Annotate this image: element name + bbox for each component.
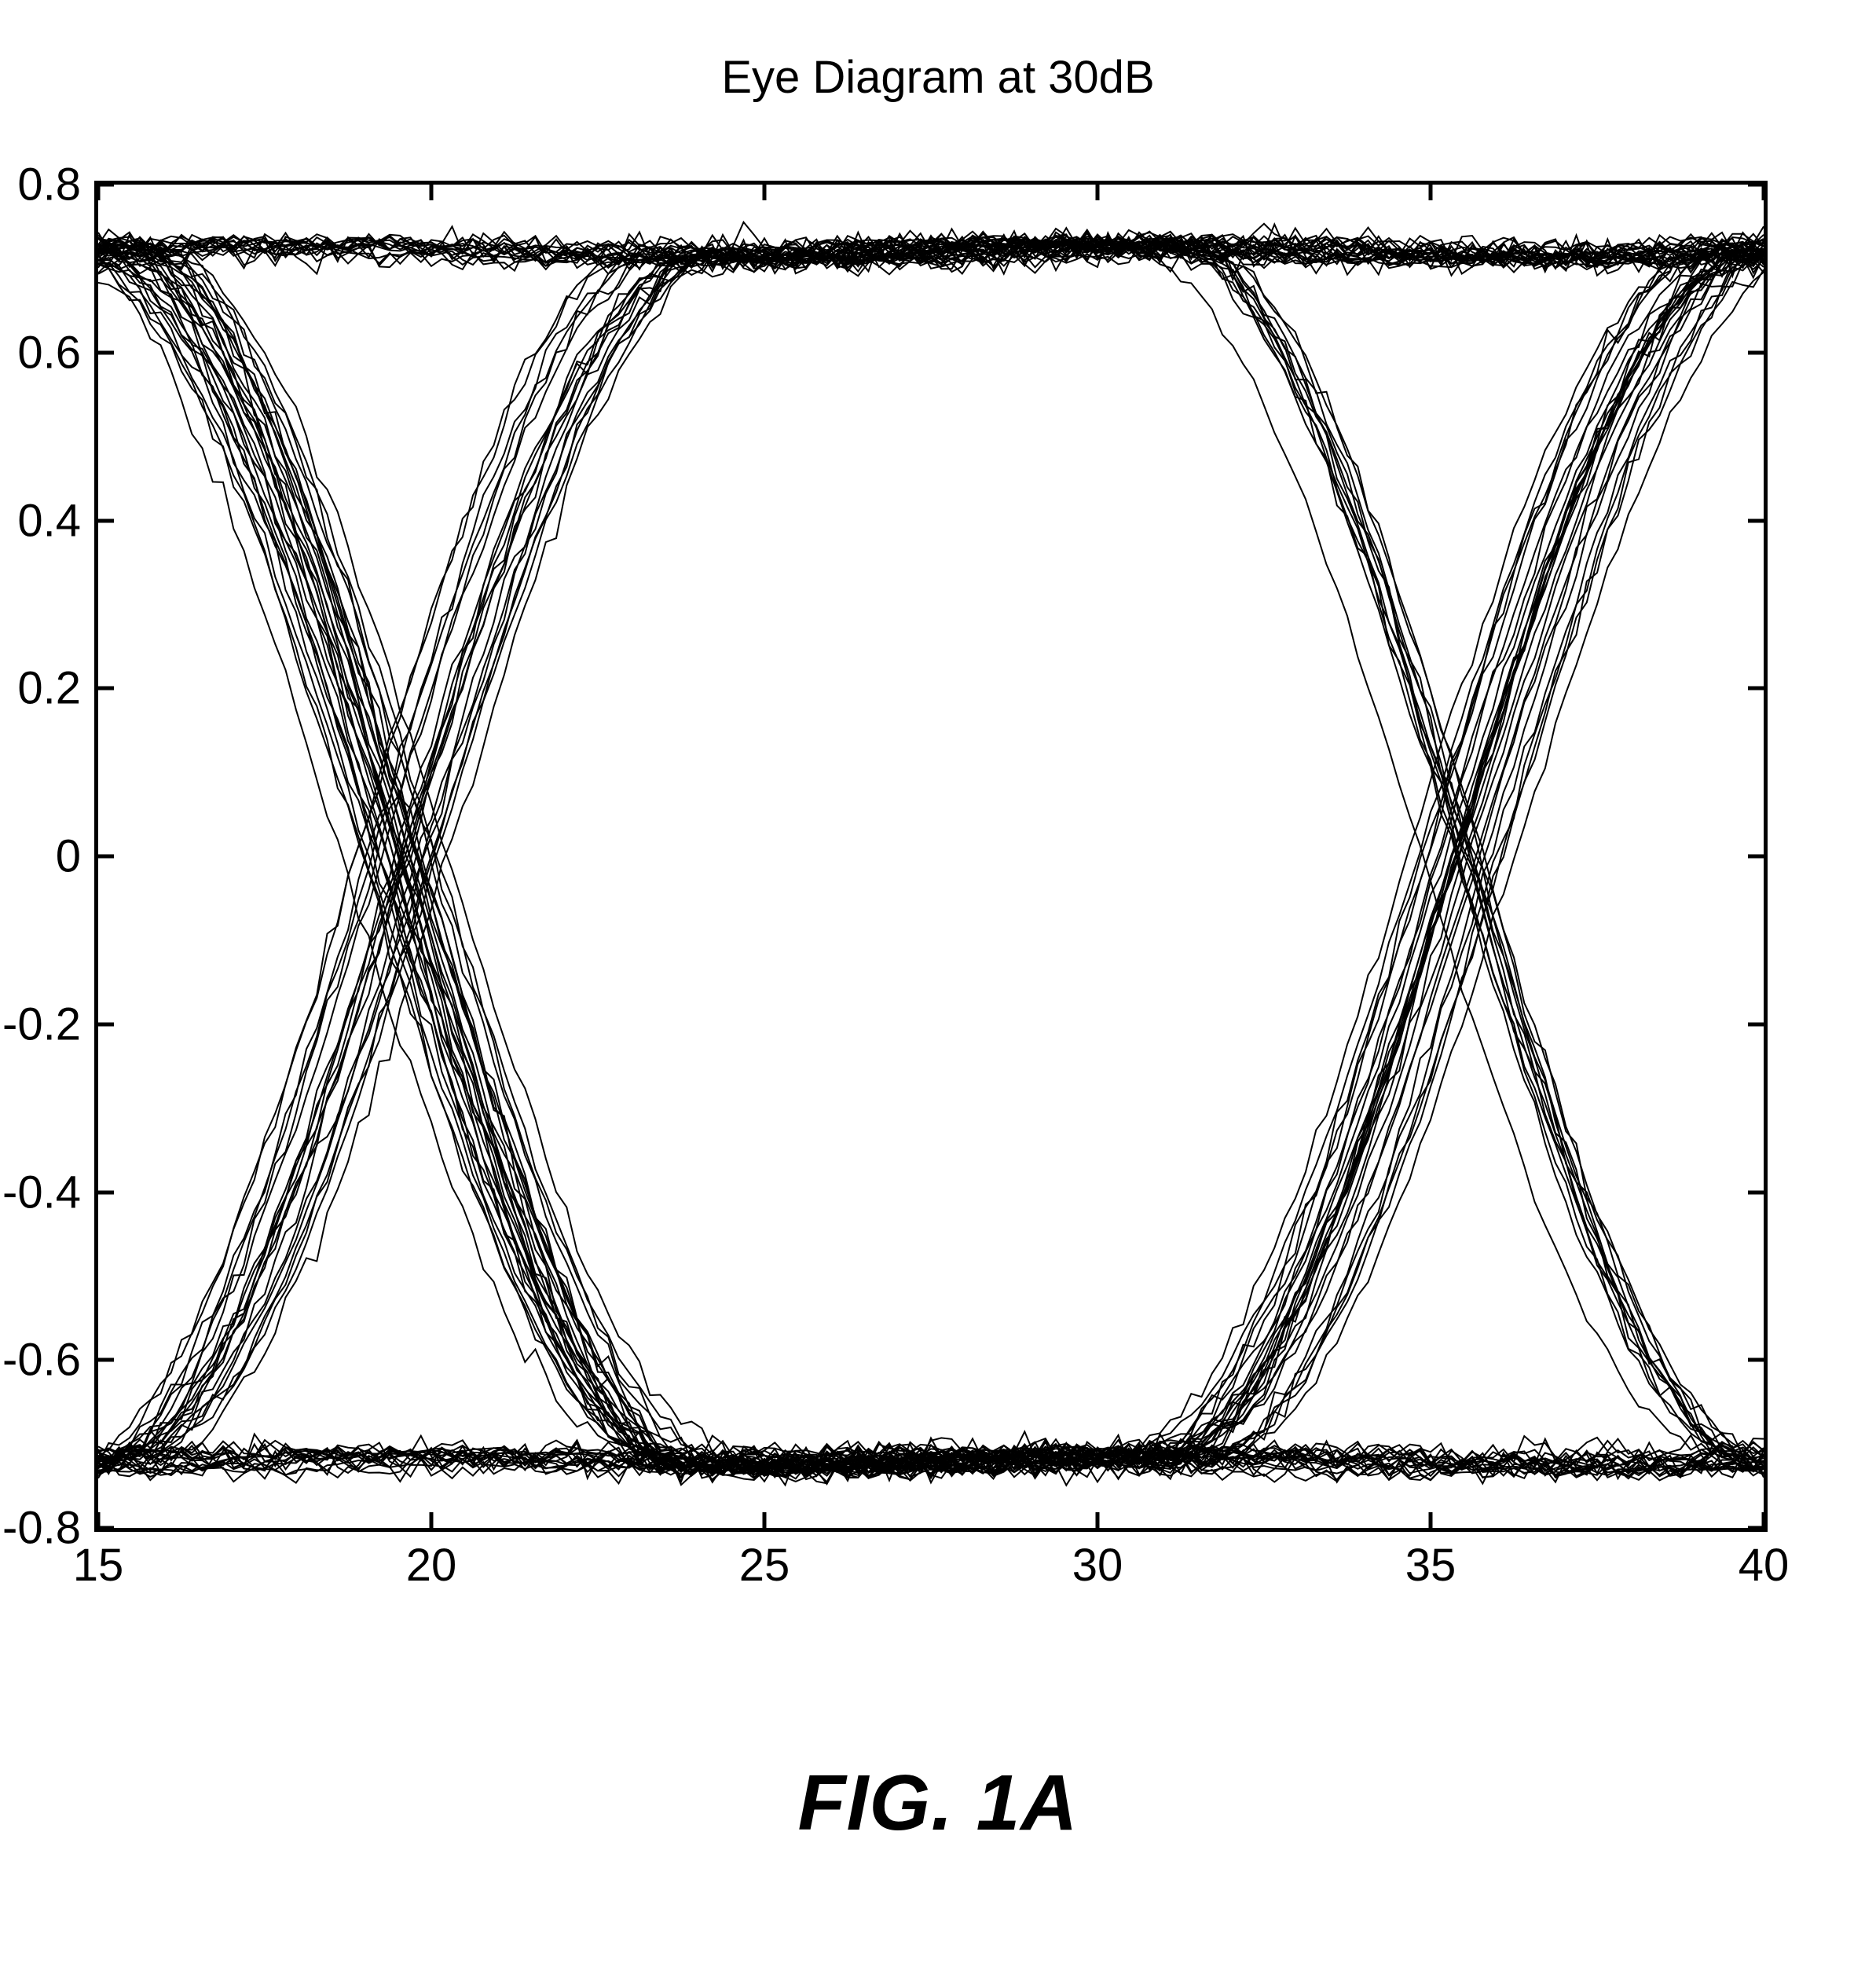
ytick-mark xyxy=(1748,518,1764,522)
figure-label: FIG. 1A xyxy=(0,1758,1876,1848)
eye-trace xyxy=(98,233,1764,1469)
plot-area: -0.8-0.6-0.4-0.200.20.40.60.815202530354… xyxy=(94,181,1768,1532)
ytick-mark xyxy=(1748,1190,1764,1194)
chart-title: Eye Diagram at 30dB xyxy=(0,51,1876,104)
eye-trace xyxy=(98,252,1764,1475)
ytick-mark xyxy=(98,1190,114,1194)
ytick-label: -0.6 xyxy=(2,1334,81,1387)
xtick-label: 40 xyxy=(1739,1539,1790,1592)
eye-trace xyxy=(98,238,1764,1457)
xtick-label: 25 xyxy=(739,1539,790,1592)
eye-trace xyxy=(98,250,1764,1478)
eye-trace xyxy=(98,255,1764,1475)
eye-trace xyxy=(98,250,1764,1483)
xtick-mark xyxy=(97,185,101,200)
eye-trace xyxy=(98,237,1764,1467)
ytick-label: 0 xyxy=(56,830,81,883)
ytick-label: 0.8 xyxy=(17,159,81,211)
ytick-mark xyxy=(98,350,114,354)
eye-trace xyxy=(98,233,1764,1467)
eye-trace xyxy=(98,234,1764,1478)
ytick-label: -0.2 xyxy=(2,998,81,1050)
xtick-mark xyxy=(1096,1512,1100,1528)
xtick-label: 30 xyxy=(1072,1539,1123,1592)
ytick-mark xyxy=(1748,1358,1764,1362)
eye-trace xyxy=(98,228,1764,1467)
xtick-mark xyxy=(763,185,767,200)
eye-trace xyxy=(98,235,1764,1463)
xtick-mark xyxy=(430,185,434,200)
eye-trace xyxy=(98,232,1764,1474)
xtick-label: 15 xyxy=(73,1539,124,1592)
eye-trace xyxy=(98,233,1764,1476)
ytick-mark xyxy=(1748,1022,1764,1026)
ytick-mark xyxy=(1748,350,1764,354)
eye-trace xyxy=(98,253,1764,1482)
eye-trace xyxy=(98,252,1764,1483)
xtick-mark xyxy=(1762,1512,1766,1528)
eye-trace xyxy=(98,241,1764,1486)
eye-trace xyxy=(98,233,1764,1467)
eye-trace xyxy=(98,233,1764,1468)
eye-trace xyxy=(98,263,1764,1477)
eye-trace xyxy=(98,235,1764,1476)
ytick-mark xyxy=(1748,687,1764,691)
ytick-label: 0.6 xyxy=(17,326,81,379)
eye-trace xyxy=(98,229,1764,1482)
eye-trace xyxy=(98,283,1764,1479)
eye-trace xyxy=(98,239,1764,1460)
eye-trace xyxy=(98,247,1764,1479)
eye-trace xyxy=(98,229,1764,1473)
eye-trace xyxy=(98,255,1764,1477)
eye-trace xyxy=(98,251,1764,1485)
ytick-mark xyxy=(98,687,114,691)
eye-trace xyxy=(98,233,1764,1468)
ytick-mark xyxy=(98,518,114,522)
eye-trace xyxy=(98,222,1764,1464)
ytick-label: -0.4 xyxy=(2,1166,81,1218)
ytick-mark xyxy=(98,1022,114,1026)
eye-trace xyxy=(98,226,1764,1461)
xtick-mark xyxy=(763,1512,767,1528)
ytick-label: 0.4 xyxy=(17,494,81,547)
eye-trace xyxy=(98,235,1764,1478)
eye-trace xyxy=(98,237,1764,1474)
xtick-mark xyxy=(1429,1512,1433,1528)
xtick-label: 35 xyxy=(1405,1539,1456,1592)
eye-trace xyxy=(98,233,1764,1456)
eye-trace xyxy=(98,236,1764,1465)
eye-trace xyxy=(98,253,1764,1481)
eye-trace xyxy=(98,236,1764,1471)
xtick-mark xyxy=(1762,185,1766,200)
eye-trace xyxy=(98,251,1764,1475)
eye-trace xyxy=(98,260,1764,1480)
eye-trace xyxy=(98,258,1764,1478)
eye-trace xyxy=(98,235,1764,1464)
ytick-mark xyxy=(98,1358,114,1362)
eye-trace xyxy=(98,228,1764,1465)
xtick-label: 20 xyxy=(406,1539,457,1592)
eye-trace xyxy=(98,252,1764,1484)
xtick-mark xyxy=(97,1512,101,1528)
xtick-mark xyxy=(1429,185,1433,200)
ytick-mark xyxy=(98,1526,114,1530)
eye-trace xyxy=(98,255,1764,1480)
eye-trace xyxy=(98,224,1764,1460)
ytick-label: 0.2 xyxy=(17,662,81,715)
ytick-mark xyxy=(98,855,114,859)
ytick-mark xyxy=(98,183,114,187)
eye-trace xyxy=(98,252,1764,1478)
eye-trace xyxy=(98,251,1764,1480)
ytick-mark xyxy=(1748,855,1764,859)
xtick-mark xyxy=(1096,185,1100,200)
eye-diagram-svg xyxy=(98,185,1764,1528)
xtick-mark xyxy=(430,1512,434,1528)
ytick-label: -0.8 xyxy=(2,1502,81,1555)
eye-trace xyxy=(98,230,1764,1473)
eye-trace xyxy=(98,235,1764,1471)
